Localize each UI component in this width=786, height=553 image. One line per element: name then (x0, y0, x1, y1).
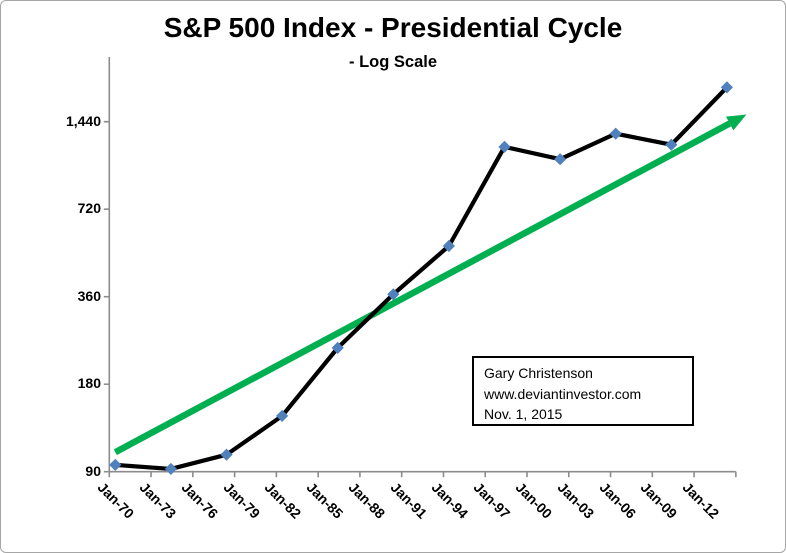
annotation-box: Gary Christenson www.deviantinvestor.com… (472, 356, 694, 426)
y-axis-tick-label: 90 (85, 462, 101, 479)
chart-subtitle: - Log Scale (348, 53, 438, 71)
data-point-diamond-marker (331, 341, 344, 354)
y-axis-tick-label: 720 (77, 200, 101, 217)
data-point-diamond-marker (220, 448, 233, 461)
trend-arrowhead (725, 114, 747, 131)
chart-title: S&P 500 Index - Presidential Cycle (163, 12, 623, 43)
y-axis-tick-label: 360 (77, 287, 101, 304)
data-point-diamond-marker (442, 239, 455, 253)
y-axis-tick-label: 1,440 (65, 112, 101, 129)
trend-line (113, 120, 732, 456)
annotation-author: Gary Christenson (484, 365, 593, 381)
data-point-diamond-marker (276, 409, 289, 423)
data-point-diamond-marker (109, 458, 122, 471)
annotation-website: www.deviantinvestor.com (484, 385, 642, 402)
y-axis-tick-label: 180 (77, 375, 101, 392)
data-point-diamond-marker (498, 140, 511, 153)
annotation-date: Nov. 1, 2015 (484, 406, 563, 422)
data-point-diamond-marker (387, 288, 400, 301)
data-point-diamond-marker (164, 462, 177, 476)
series-line (113, 85, 730, 472)
